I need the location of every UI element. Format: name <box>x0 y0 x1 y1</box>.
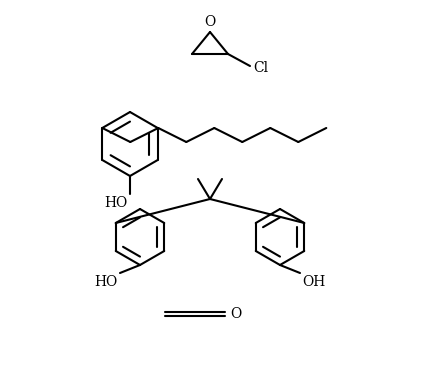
Text: O: O <box>230 307 241 321</box>
Text: O: O <box>205 15 215 29</box>
Text: Cl: Cl <box>253 61 268 75</box>
Text: HO: HO <box>105 196 128 210</box>
Text: OH: OH <box>302 275 325 289</box>
Text: HO: HO <box>95 275 118 289</box>
